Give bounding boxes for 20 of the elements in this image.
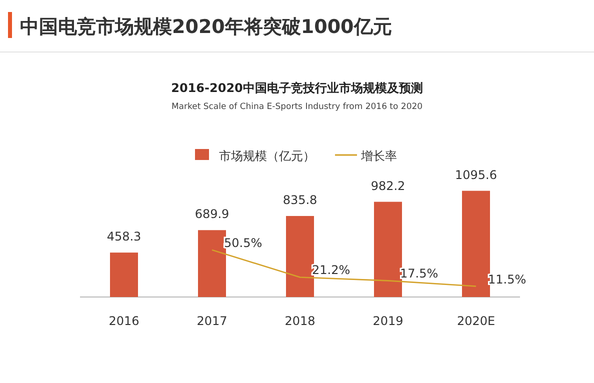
x-tick-label: 2017 xyxy=(196,314,228,328)
chart-subtitle: Market Scale of China E-Sports Industry from 2016 to 2020 xyxy=(171,102,423,112)
text: 中国电竞市场规模2020年将突破1000亿元 xyxy=(20,16,392,38)
data-label: 689.9 xyxy=(194,207,230,222)
bar xyxy=(462,190,490,297)
data-label: 982.2 xyxy=(370,178,406,193)
x-tick-label: 2020E xyxy=(456,314,496,328)
data-label: 1095.6 xyxy=(455,168,497,182)
legend-label: 增长率 xyxy=(360,149,397,163)
bar xyxy=(198,230,226,297)
data-label: 835.8 xyxy=(282,192,318,207)
legend-label: 市场规模（亿元） xyxy=(219,149,315,163)
data-label: 458.3 xyxy=(106,230,142,244)
x-tick-label: 2019 xyxy=(372,314,404,328)
chart-title: 2016-2020中国电子竞技行业市场规模及预测 xyxy=(171,81,423,95)
bar xyxy=(286,216,314,297)
bar xyxy=(374,202,402,297)
x-tick-label: 2016 xyxy=(108,314,140,328)
x-tick-label: 2018 xyxy=(284,314,316,328)
bar xyxy=(110,252,138,297)
